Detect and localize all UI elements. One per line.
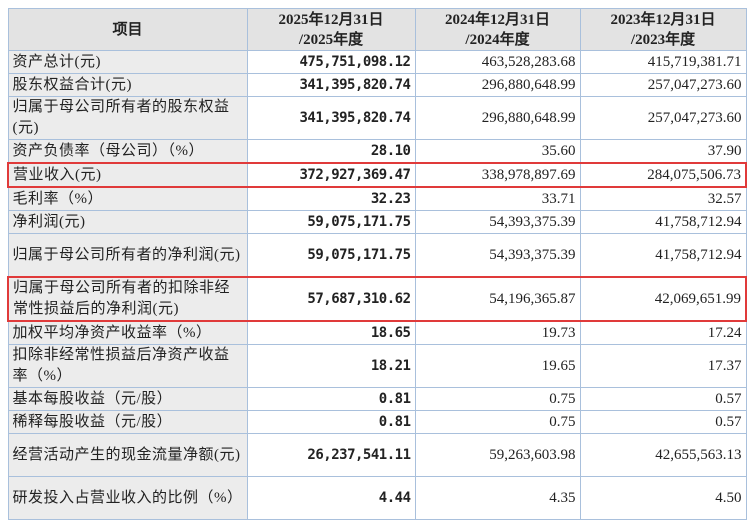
row-label: 研发投入占营业收入的比例（%）	[7, 476, 248, 520]
row-label: 归属于母公司所有者的净利润(元)	[7, 233, 248, 278]
value-2024: 54,393,375.39	[414, 233, 581, 278]
value-2023: 0.57	[579, 387, 747, 411]
row-label: 加权平均净资产收益率（%）	[7, 320, 248, 345]
value-2023: 257,047,273.60	[579, 96, 747, 140]
value-2023: 17.37	[579, 344, 747, 388]
value-2023: 32.57	[579, 186, 747, 211]
table-row: 扣除非经常性损益后净资产收益率（%） 18.21 19.65 17.37	[7, 344, 747, 388]
value-2023: 17.24	[579, 320, 747, 345]
value-2023: 415,719,381.71	[579, 50, 747, 74]
value-2024: 4.35	[414, 476, 581, 520]
header-2023: 2023年12月31日/2023年度	[579, 8, 747, 51]
value-2024: 54,196,365.87	[414, 276, 581, 322]
row-label: 毛利率（%）	[7, 186, 248, 211]
value-2025: 32.23	[246, 186, 416, 211]
value-2023: 284,075,506.73	[579, 162, 747, 188]
table-row: 经营活动产生的现金流量净额(元) 26,237,541.11 59,263,603.…	[7, 433, 747, 477]
value-2023: 0.57	[579, 410, 747, 434]
header-item: 项目	[7, 8, 248, 51]
value-2025: 341,395,820.74	[246, 73, 416, 97]
table-row-highlighted: 营业收入(元) 372,927,369.47 338,978,897.69 284,0…	[7, 162, 747, 188]
value-2025: 26,237,541.11	[246, 433, 416, 477]
row-label: 净利润(元)	[7, 210, 248, 234]
value-2023: 37.90	[579, 139, 747, 164]
value-2023: 41,758,712.94	[579, 210, 747, 234]
value-2025: 475,751,098.12	[246, 50, 416, 74]
value-2025: 28.10	[246, 139, 416, 164]
value-2025: 0.81	[246, 387, 416, 411]
value-2024: 19.73	[414, 320, 581, 345]
row-label: 归属于母公司所有者的股东权益(元)	[7, 96, 248, 140]
value-2024: 59,263,603.98	[414, 433, 581, 477]
value-2025: 372,927,369.47	[246, 162, 416, 188]
value-2024: 19.65	[414, 344, 581, 388]
value-2024: 54,393,375.39	[414, 210, 581, 234]
value-2025: 0.81	[246, 410, 416, 434]
value-2025: 341,395,820.74	[246, 96, 416, 140]
row-label: 归属于母公司所有者的扣除非经常性损益后的净利润(元)	[7, 276, 248, 322]
row-label: 经营活动产生的现金流量净额(元)	[7, 433, 248, 477]
table-row: 稀释每股收益（元/股） 0.81 0.75 0.57	[7, 410, 747, 434]
value-2025: 59,075,171.75	[246, 233, 416, 278]
value-2024: 33.71	[414, 186, 581, 211]
header-2025: 2025年12月31日/2025年度	[246, 8, 416, 51]
value-2023: 42,655,563.13	[579, 433, 747, 477]
row-label: 稀释每股收益（元/股）	[7, 410, 248, 434]
value-2023: 41,758,712.94	[579, 233, 747, 278]
header-row: 项目 2025年12月31日/2025年度 2024年12月31日/2024年度…	[7, 8, 747, 51]
row-label: 营业收入(元)	[7, 162, 248, 188]
table-row: 净利润(元) 59,075,171.75 54,393,375.39 41,758,7…	[7, 210, 747, 234]
table-row: 毛利率（%） 32.23 33.71 32.57	[7, 186, 747, 211]
value-2025: 4.44	[246, 476, 416, 520]
row-label: 基本每股收益（元/股）	[7, 387, 248, 411]
value-2025: 18.21	[246, 344, 416, 388]
value-2024: 338,978,897.69	[414, 162, 581, 188]
value-2025: 57,687,310.62	[246, 276, 416, 322]
header-2024: 2024年12月31日/2024年度	[414, 8, 581, 51]
table-row: 归属于母公司所有者的净利润(元) 59,075,171.75 54,393,375.…	[7, 233, 747, 278]
value-2024: 296,880,648.99	[414, 73, 581, 97]
table-row: 研发投入占营业收入的比例（%） 4.44 4.35 4.50	[7, 476, 747, 520]
value-2025: 18.65	[246, 320, 416, 345]
value-2024: 35.60	[414, 139, 581, 164]
table-row: 资产总计(元) 475,751,098.12 463,528,283.68 415,7…	[7, 50, 747, 74]
value-2023: 257,047,273.60	[579, 73, 747, 97]
row-label: 资产负债率（母公司）（%）	[7, 139, 248, 164]
row-label: 资产总计(元)	[7, 50, 248, 74]
row-label: 扣除非经常性损益后净资产收益率（%）	[7, 344, 248, 388]
table-row: 加权平均净资产收益率（%） 18.65 19.73 17.24	[7, 320, 747, 345]
table-row-highlighted: 归属于母公司所有者的扣除非经常性损益后的净利润(元) 57,687,310.62 5…	[7, 276, 747, 322]
table-row: 股东权益合计(元) 341,395,820.74 296,880,648.99 257…	[7, 73, 747, 97]
value-2024: 296,880,648.99	[414, 96, 581, 140]
financial-summary-table: 项目 2025年12月31日/2025年度 2024年12月31日/2024年度…	[7, 8, 747, 520]
table-row: 资产负债率（母公司）（%） 28.10 35.60 37.90	[7, 139, 747, 164]
table-row: 基本每股收益（元/股） 0.81 0.75 0.57	[7, 387, 747, 411]
value-2023: 4.50	[579, 476, 747, 520]
table-row: 归属于母公司所有者的股东权益(元) 341,395,820.74 296,880,6…	[7, 96, 747, 140]
value-2023: 42,069,651.99	[579, 276, 747, 322]
value-2024: 0.75	[414, 387, 581, 411]
value-2024: 463,528,283.68	[414, 50, 581, 74]
value-2025: 59,075,171.75	[246, 210, 416, 234]
value-2024: 0.75	[414, 410, 581, 434]
row-label: 股东权益合计(元)	[7, 73, 248, 97]
